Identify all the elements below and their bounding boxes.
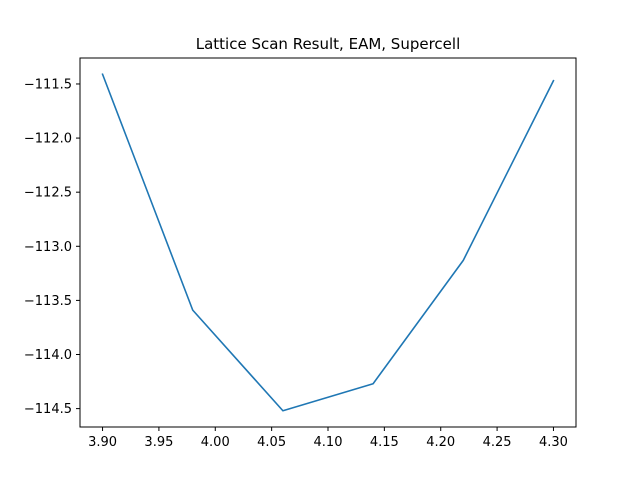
- y-tick-label: −113.5: [24, 294, 72, 309]
- series-line-0: [101, 73, 555, 412]
- x-tick-label: 4.20: [426, 435, 455, 450]
- y-tick-label: −112.5: [24, 186, 72, 201]
- series-layer: [101, 73, 555, 412]
- x-tick-label: 3.95: [144, 435, 173, 450]
- x-tick-label: 4.00: [201, 435, 230, 450]
- y-tick-label: −111.5: [24, 77, 72, 92]
- x-tick-label: 3.90: [88, 435, 117, 450]
- x-tick-label: 4.30: [539, 435, 568, 450]
- y-tick-label: −114.0: [24, 348, 72, 363]
- y-tick-label: −112.0: [24, 132, 72, 147]
- axes: 3.90 3.95 4.00 4.05 4.10 4.15 4.20 4.25 4.30 −111…: [24, 77, 568, 450]
- x-tick-label: 4.10: [314, 435, 343, 450]
- y-tick-label: −113.0: [24, 240, 72, 255]
- y-tick-label: −114.5: [24, 402, 72, 417]
- x-tick-label: 4.05: [257, 435, 286, 450]
- plot-frame: [79, 57, 577, 428]
- x-tick-label: 4.15: [370, 435, 399, 450]
- x-tick-label: 4.25: [483, 435, 512, 450]
- chart-title: Lattice Scan Result, EAM, Supercell: [196, 35, 461, 53]
